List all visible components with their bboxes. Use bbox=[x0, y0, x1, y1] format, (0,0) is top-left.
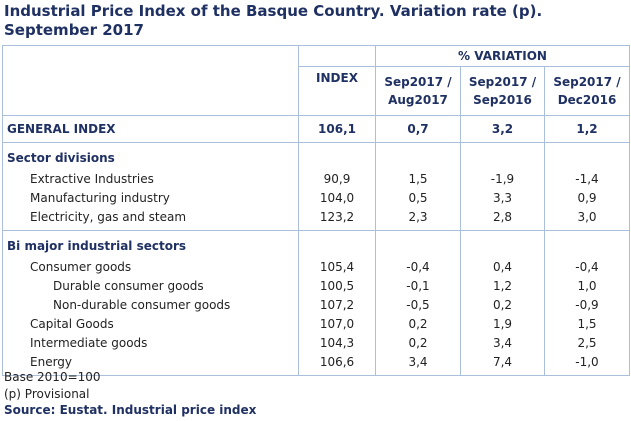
cell: 0,2 bbox=[460, 295, 545, 314]
data-row: Consumer goods 105,4 -0,4 0,4 -0,4 bbox=[3, 257, 630, 276]
cell: -0,9 bbox=[544, 295, 630, 314]
cell: 7,4 bbox=[460, 352, 545, 376]
section-block: Sector divisions Extractive Industries 90,… bbox=[2, 142, 630, 231]
cell: 0,7 bbox=[375, 115, 461, 143]
cell: -1,9 bbox=[460, 169, 545, 188]
cell: 1,5 bbox=[375, 169, 461, 188]
data-row: Energy 106,6 3,4 7,4 -1,0 bbox=[3, 352, 630, 376]
note: Base 2010=100 bbox=[4, 370, 101, 384]
general-row: GENERAL INDEX 106,1 0,7 3,2 1,2 bbox=[3, 115, 630, 143]
group-header: % VARIATION bbox=[375, 45, 630, 67]
row-label: Consumer goods bbox=[30, 259, 132, 274]
cell: -0,4 bbox=[544, 257, 630, 276]
column-header: INDEX bbox=[298, 66, 376, 116]
empty-cell bbox=[460, 230, 545, 257]
cell: 3,3 bbox=[460, 188, 545, 207]
cell: -1,4 bbox=[544, 169, 630, 188]
cell: 104,0 bbox=[298, 188, 376, 207]
cell: 106,1 bbox=[298, 115, 376, 143]
cell: 0,4 bbox=[460, 257, 545, 276]
note-list: Base 2010=100 (p) Provisional bbox=[4, 369, 256, 402]
cell: -0,1 bbox=[375, 276, 461, 295]
data-row: Electricity, gas and steam 123,2 2,3 2,8 3,0 bbox=[3, 207, 630, 231]
data-row: Non-durable consumer goods 107,2 -0,5 0,2 -0… bbox=[3, 295, 630, 314]
column-header: Sep2017 / Dec2016 bbox=[544, 66, 630, 116]
column-header: Sep2017 / Aug2017 bbox=[375, 66, 461, 116]
cell: 107,0 bbox=[298, 314, 376, 333]
cell: -0,4 bbox=[375, 257, 461, 276]
cell: 2,5 bbox=[544, 333, 630, 352]
cell: 2,8 bbox=[460, 207, 545, 231]
cell: 3,2 bbox=[460, 115, 545, 143]
blank bbox=[298, 45, 376, 67]
section-block: Bi major industrial sectors Consumer good… bbox=[2, 230, 630, 376]
data-row: Capital Goods 107,0 0,2 1,9 1,5 bbox=[3, 314, 630, 333]
cell: -0,5 bbox=[375, 295, 461, 314]
empty-cell bbox=[544, 142, 630, 169]
source: Source: Eustat. Industrial price index bbox=[4, 403, 257, 417]
cell: 0,9 bbox=[544, 188, 630, 207]
blank bbox=[2, 45, 299, 116]
data-row: Manufacturing industry 104,0 0,5 3,3 0,9 bbox=[3, 188, 630, 207]
header-row: % VARIATION bbox=[2, 45, 630, 116]
cell: 0,5 bbox=[375, 188, 461, 207]
cell: 2,3 bbox=[375, 207, 461, 231]
cell: 0,2 bbox=[375, 314, 461, 333]
row-label: Intermediate goods bbox=[30, 335, 148, 350]
empty-cell bbox=[375, 230, 461, 257]
empty-cell bbox=[298, 142, 376, 169]
cell: -1,0 bbox=[544, 352, 630, 376]
row-label: GENERAL INDEX bbox=[7, 122, 116, 136]
cell: 3,0 bbox=[544, 207, 630, 231]
note: (p) Provisional bbox=[4, 386, 90, 401]
row-label: Manufacturing industry bbox=[30, 190, 170, 205]
cell: 107,2 bbox=[298, 295, 376, 314]
section-row: Bi major industrial sectors bbox=[3, 230, 630, 257]
title: Industrial Price Index of the Basque Cou… bbox=[4, 2, 543, 39]
general-block: GENERAL INDEX 106,1 0,7 3,2 1,2 bbox=[2, 115, 630, 143]
row-label: Electricity, gas and steam bbox=[30, 209, 187, 224]
notes: Base 2010=100 (p) Provisional Source: Eus… bbox=[4, 369, 256, 419]
header-row: INDEX Sep2017 / Aug2017 Sep2017 / Sep2016 S… bbox=[3, 66, 630, 116]
cell: 1,9 bbox=[460, 314, 545, 333]
cell: 1,0 bbox=[544, 276, 630, 295]
cell: 3,4 bbox=[460, 333, 545, 352]
section-title: Sector divisions bbox=[7, 151, 115, 165]
cell: 100,5 bbox=[298, 276, 376, 295]
cell: 1,5 bbox=[544, 314, 630, 333]
cell: 104,3 bbox=[298, 333, 376, 352]
table: % VARIATION INDEX Sep2017 / Aug2017 Sep2017… bbox=[2, 45, 630, 376]
cell: 123,2 bbox=[298, 207, 376, 231]
cell: 3,4 bbox=[375, 352, 461, 376]
data-row: Durable consumer goods 100,5 -0,1 1,2 1,0 bbox=[3, 276, 630, 295]
table-header: % VARIATION INDEX Sep2017 / Aug2017 Sep2017… bbox=[2, 45, 630, 116]
empty-cell bbox=[544, 230, 630, 257]
data-row: Extractive Industries 90,9 1,5 -1,9 -1,4 bbox=[3, 169, 630, 188]
row-label: Capital Goods bbox=[30, 316, 114, 331]
column-header: Sep2017 / Sep2016 bbox=[460, 66, 545, 116]
cell: 90,9 bbox=[298, 169, 376, 188]
section-row: Sector divisions bbox=[3, 142, 630, 169]
row-label: Non-durable consumer goods bbox=[53, 297, 231, 312]
empty-cell bbox=[375, 142, 461, 169]
data-row: Intermediate goods 104,3 0,2 3,4 2,5 bbox=[3, 333, 630, 352]
row-label: Durable consumer goods bbox=[53, 278, 204, 293]
section-title: Bi major industrial sectors bbox=[7, 239, 187, 253]
empty-cell bbox=[460, 142, 545, 169]
cell: 106,6 bbox=[298, 352, 376, 376]
cell: 105,4 bbox=[298, 257, 376, 276]
row-label: Energy bbox=[30, 354, 73, 369]
cell: 1,2 bbox=[460, 276, 545, 295]
empty-cell bbox=[298, 230, 376, 257]
cell: 1,2 bbox=[544, 115, 630, 143]
row-label: Extractive Industries bbox=[30, 171, 154, 186]
cell: 0,2 bbox=[375, 333, 461, 352]
